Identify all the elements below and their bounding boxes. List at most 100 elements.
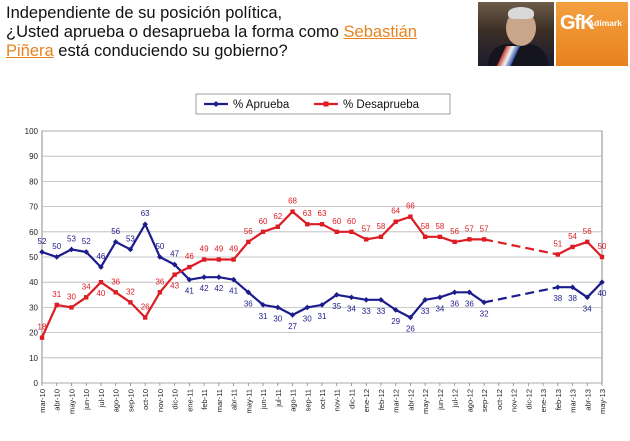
x-tick-label: feb-11 [200,389,209,410]
data-point [481,299,487,306]
x-tick-label: feb-13 [554,389,563,410]
data-point [289,312,296,318]
data-point [392,307,399,313]
x-tick-label: jun-12 [436,389,445,411]
data-label: 41 [185,287,194,296]
data-label: 30 [303,314,312,323]
x-tick-label: mar-10 [38,389,47,413]
x-tick-label: nov-10 [156,389,165,412]
data-point [260,229,266,234]
x-tick-label: ago-11 [289,389,298,412]
y-tick-label: 50 [29,253,38,262]
data-label: 56 [450,227,459,236]
question-line-1: Independiente de su posición política, [6,4,283,22]
series-gap-line [483,286,559,304]
series-aprueba: 52 50 53 52 46 56 53 63 50 47 41 42 42 41 36 31 30 27 30 31… [38,209,607,333]
data-point [260,302,266,308]
data-point [393,219,398,224]
y-tick-label: 10 [29,354,38,363]
data-point [481,237,487,242]
x-tick-label: jun-10 [82,389,91,411]
data-point [83,249,90,255]
data-label: 63 [303,209,312,218]
data-label: 36 [111,277,120,286]
data-point [98,280,104,285]
data-point [305,222,310,227]
x-tick-label: sep-11 [303,389,312,411]
data-label: 56 [111,227,120,236]
data-label: 34 [82,282,91,291]
x-tick-label: oct-12 [495,389,504,410]
data-label: 63 [141,209,150,218]
x-tick-label: nov-12 [510,389,519,412]
data-point [378,297,384,303]
data-label: 53 [126,234,135,243]
x-tick-label: abr-11 [230,389,239,410]
logo-gfk-text: GfK [560,12,595,34]
data-label: 52 [38,237,47,246]
data-label: 26 [141,302,150,311]
data-label: 58 [376,222,385,231]
x-tick-label: feb-12 [377,389,386,410]
president-name-first: Sebastián [343,23,417,41]
data-point [585,239,590,245]
data-label: 27 [288,322,297,331]
data-point [39,249,45,255]
data-point [84,295,89,300]
chart-question: Independiente de su posición política, ¿… [6,4,476,61]
x-tick-label: ago-12 [465,389,474,412]
x-tick-label: ene-11 [185,389,194,412]
x-tick-label: jul-11 [274,389,283,408]
data-label: 68 [288,197,297,206]
x-tick-label: dic-12 [524,389,533,409]
data-point [364,237,369,242]
data-point [39,335,45,340]
data-label: 36 [244,299,253,308]
data-point [334,229,339,234]
data-point [570,244,575,250]
x-tick-label: abr-12 [406,389,415,411]
data-point [407,314,414,321]
data-point [142,221,148,228]
data-point [53,254,60,260]
data-point [68,246,75,253]
data-point [467,237,472,242]
legend-swatch-marker [213,101,219,107]
data-label: 36 [465,299,474,308]
data-label: 60 [347,217,356,226]
data-point [349,229,354,234]
data-point [201,257,207,262]
data-label: 51 [553,239,562,248]
data-point [275,224,280,229]
x-tick-label: ene-13 [539,389,548,412]
data-label: 52 [82,237,91,246]
data-label: 33 [421,307,430,316]
data-point [216,257,222,262]
x-tick-label: jul-10 [97,389,106,408]
data-point [437,294,443,301]
data-point [584,294,591,301]
x-tick-label: sep-12 [480,389,489,412]
data-label: 56 [583,227,592,236]
data-label: 62 [273,212,282,221]
data-label: 42 [214,284,223,293]
data-label: 49 [200,245,209,254]
data-label: 57 [480,224,489,233]
y-tick-label: 90 [29,152,38,161]
president-name-last: Piñera [6,42,54,60]
data-label: 40 [598,289,607,298]
data-label: 38 [568,294,577,303]
x-tick-label: dic-11 [347,389,356,409]
data-point [201,274,207,280]
data-label: 49 [214,245,223,254]
x-tick-label: may-10 [67,389,76,414]
data-point [319,302,325,308]
president-portrait-photo [478,2,554,66]
x-tick-label: oct-10 [141,389,150,410]
data-point [348,294,355,301]
data-point [466,289,473,296]
data-point [54,302,59,308]
data-label: 32 [126,287,135,296]
x-tick-label: jul-12 [451,389,460,408]
data-label: 50 [155,242,164,251]
